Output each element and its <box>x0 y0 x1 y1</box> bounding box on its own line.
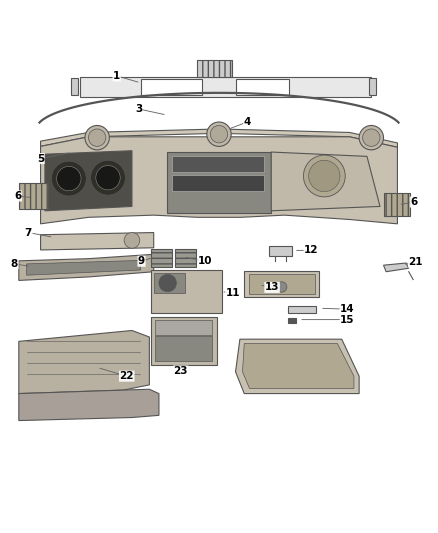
Polygon shape <box>41 129 397 147</box>
FancyBboxPatch shape <box>369 78 376 95</box>
Text: 5: 5 <box>37 154 44 164</box>
Circle shape <box>159 274 177 292</box>
FancyBboxPatch shape <box>197 60 232 77</box>
FancyBboxPatch shape <box>80 77 371 97</box>
Polygon shape <box>27 261 141 275</box>
FancyBboxPatch shape <box>154 273 185 294</box>
Circle shape <box>359 125 384 150</box>
Circle shape <box>96 166 120 190</box>
FancyBboxPatch shape <box>151 270 222 313</box>
Text: 12: 12 <box>304 245 318 255</box>
Circle shape <box>85 125 110 150</box>
Polygon shape <box>41 137 397 224</box>
Text: 13: 13 <box>265 282 279 293</box>
Text: 6: 6 <box>14 191 21 201</box>
FancyBboxPatch shape <box>151 317 217 365</box>
FancyBboxPatch shape <box>155 336 212 361</box>
Text: 6: 6 <box>410 197 417 207</box>
Circle shape <box>88 129 106 147</box>
FancyBboxPatch shape <box>172 175 264 191</box>
Text: 9: 9 <box>138 256 145 266</box>
Polygon shape <box>19 254 154 280</box>
FancyBboxPatch shape <box>155 320 212 335</box>
Circle shape <box>207 122 231 147</box>
FancyBboxPatch shape <box>249 274 315 294</box>
Polygon shape <box>384 263 409 272</box>
Text: 14: 14 <box>340 304 355 314</box>
Circle shape <box>51 161 86 196</box>
Polygon shape <box>167 152 271 213</box>
Circle shape <box>57 166 81 191</box>
FancyBboxPatch shape <box>172 156 264 172</box>
Polygon shape <box>45 151 132 211</box>
Polygon shape <box>19 389 159 421</box>
Circle shape <box>91 160 125 195</box>
Text: 7: 7 <box>25 228 32 238</box>
Text: 10: 10 <box>198 256 212 266</box>
Polygon shape <box>236 339 359 393</box>
Text: 4: 4 <box>244 117 251 127</box>
Circle shape <box>304 155 345 197</box>
FancyBboxPatch shape <box>288 318 297 323</box>
FancyBboxPatch shape <box>176 249 196 266</box>
Text: 8: 8 <box>11 259 18 269</box>
Circle shape <box>276 282 287 292</box>
FancyBboxPatch shape <box>384 193 410 216</box>
FancyBboxPatch shape <box>269 246 292 256</box>
FancyBboxPatch shape <box>151 249 172 266</box>
Polygon shape <box>243 344 354 389</box>
Text: 21: 21 <box>409 257 423 267</box>
FancyBboxPatch shape <box>288 306 317 313</box>
Text: 23: 23 <box>173 366 188 376</box>
Polygon shape <box>19 330 149 393</box>
Circle shape <box>210 125 228 143</box>
Text: 22: 22 <box>120 371 134 381</box>
FancyBboxPatch shape <box>237 79 289 94</box>
FancyBboxPatch shape <box>19 183 47 209</box>
Polygon shape <box>271 152 380 211</box>
Circle shape <box>363 129 380 147</box>
Text: 1: 1 <box>113 71 120 81</box>
Polygon shape <box>41 232 154 250</box>
Text: 11: 11 <box>226 288 240 297</box>
Text: 3: 3 <box>135 104 142 114</box>
Circle shape <box>309 160 340 192</box>
FancyBboxPatch shape <box>71 78 78 95</box>
Circle shape <box>124 232 140 248</box>
Text: 15: 15 <box>340 314 355 325</box>
FancyBboxPatch shape <box>244 271 319 297</box>
FancyBboxPatch shape <box>141 79 201 94</box>
